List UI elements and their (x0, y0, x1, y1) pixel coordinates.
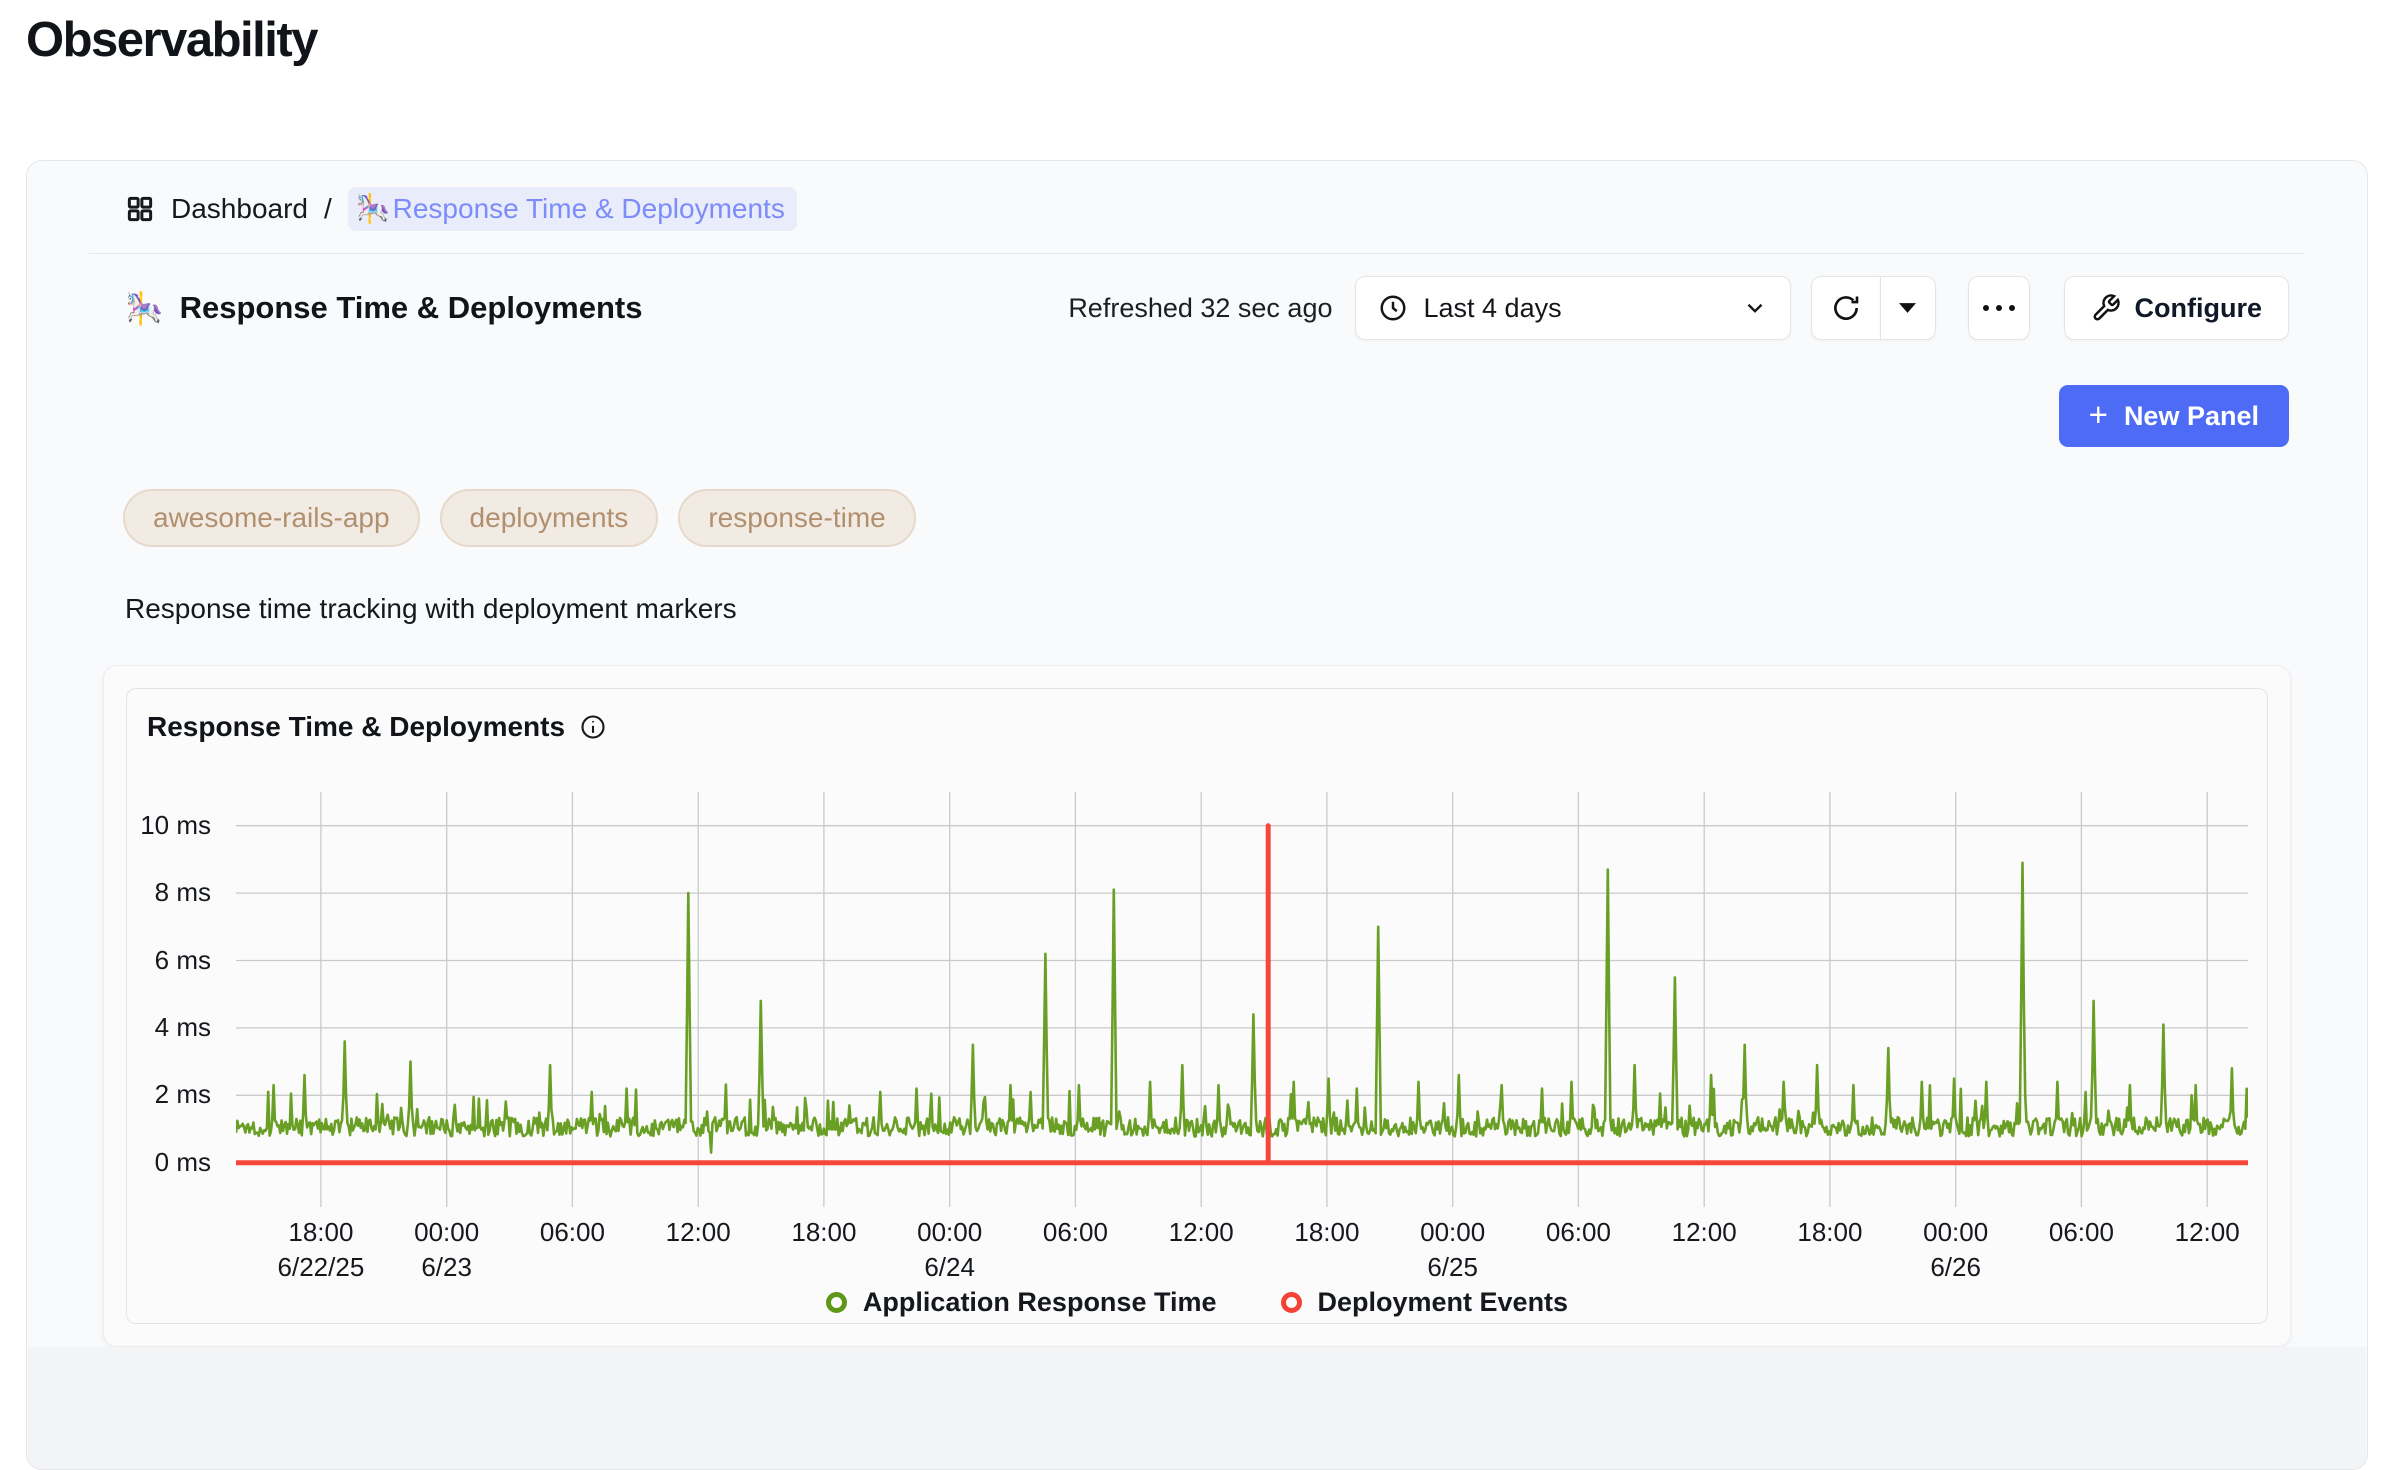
grid-icon (125, 194, 155, 224)
y-tick-label: 10 ms (140, 809, 211, 840)
y-tick-label: 2 ms (154, 1079, 211, 1110)
new-panel-button[interactable]: + New Panel (2058, 385, 2289, 447)
x-tick-time-label: 18:00 (1797, 1217, 1863, 1247)
response-time-line (234, 861, 2250, 1154)
legend-item[interactable]: Application Response Time (825, 1287, 1217, 1318)
x-tick-date-label: 6/23 (421, 1252, 472, 1282)
tag-pill[interactable]: deployments (439, 489, 659, 547)
legend-ring-icon (1280, 1292, 1302, 1313)
legend-item[interactable]: Deployment Events (1280, 1287, 1569, 1318)
breadcrumb-current-label: Response Time & Deployments (392, 192, 785, 224)
dashboard-panel-card: Dashboard / 🎠 Response Time & Deployment… (26, 160, 2368, 1470)
legend-label: Application Response Time (862, 1287, 1217, 1317)
refreshed-status: Refreshed 32 sec ago (1068, 292, 1333, 323)
clock-icon (1378, 293, 1408, 323)
more-actions-button[interactable] (1967, 276, 2030, 340)
refresh-split-button (1810, 276, 1936, 340)
x-tick-time-label: 18:00 (791, 1217, 857, 1247)
time-range-value: Last 4 days (1423, 292, 1562, 323)
panel-header-row: 🎠 Response Time & Deployments Refreshed … (125, 275, 2289, 341)
breadcrumb: Dashboard / 🎠 Response Time & Deployment… (125, 187, 797, 231)
ellipsis-icon (1982, 305, 1989, 311)
refresh-options-button[interactable] (1879, 276, 1936, 340)
legend-ring-icon (825, 1292, 847, 1313)
chevron-down-icon (1742, 295, 1768, 321)
chart-card: Response Time & Deployments 0 ms 2 ms 4 ms… (126, 688, 2268, 1324)
tag-list: awesome-rails-app deployments response-tim… (123, 489, 916, 547)
x-tick-time-label: 00:00 (1923, 1217, 1989, 1247)
panel-header-controls: Refreshed 32 sec ago Last 4 days (1068, 276, 2289, 340)
tools-icon (2091, 293, 2121, 323)
x-tick-time-label: 00:00 (1420, 1217, 1486, 1247)
chart-panel-container: Response Time & Deployments 0 ms 2 ms 4 ms… (103, 665, 2291, 1347)
x-tick-time-label: 12:00 (665, 1217, 731, 1247)
x-tick-date-label: 6/24 (924, 1252, 975, 1282)
breadcrumb-divider (89, 253, 2305, 254)
response-chart (234, 792, 2250, 1207)
y-tick-label: 0 ms (154, 1146, 211, 1177)
chart-plot (234, 792, 2250, 1212)
panel-board-background (28, 1347, 2366, 1469)
panel-title-text: Response Time & Deployments (179, 290, 643, 325)
chart-title-row: Response Time & Deployments (147, 711, 607, 743)
time-range-select[interactable]: Last 4 days (1354, 276, 1791, 340)
chart-legend: Application Response Time Deployment Even… (127, 1287, 2267, 1318)
x-tick-time-label: 18:00 (288, 1217, 354, 1247)
x-tick-date-label: 6/26 (1930, 1252, 1981, 1282)
x-tick-date-label: 6/22/25 (277, 1252, 365, 1282)
legend-label: Deployment Events (1317, 1287, 1569, 1317)
new-panel-label: New Panel (2123, 400, 2259, 431)
breadcrumb-separator: / (323, 193, 332, 224)
caret-down-icon (1899, 303, 1916, 313)
x-tick-time-label: 12:00 (1671, 1217, 1737, 1247)
y-tick-label: 8 ms (154, 877, 211, 908)
configure-label: Configure (2134, 292, 2263, 323)
tag-pill[interactable]: response-time (678, 489, 916, 547)
panel-description: Response time tracking with deployment m… (125, 593, 737, 624)
chart-title: Response Time & Deployments (147, 711, 566, 742)
panel-title: 🎠 Response Time & Deployments (125, 290, 642, 327)
x-tick-time-label: 06:00 (1545, 1217, 1611, 1247)
refresh-icon (1831, 293, 1861, 323)
configure-button[interactable]: Configure (2063, 276, 2289, 340)
x-tick-date-label: 6/25 (1427, 1252, 1478, 1282)
x-tick-time-label: 12:00 (2174, 1217, 2240, 1247)
x-tick-time-label: 06:00 (1042, 1217, 1108, 1247)
page-title: Observability (26, 13, 318, 67)
refresh-button[interactable] (1810, 276, 1881, 340)
x-tick-time-label: 06:00 (2048, 1217, 2114, 1247)
x-tick-time-label: 12:00 (1168, 1217, 1234, 1247)
y-tick-label: 6 ms (154, 944, 211, 975)
breadcrumb-dashboard-link[interactable]: Dashboard (171, 193, 308, 224)
breadcrumb-current-chip[interactable]: 🎠 Response Time & Deployments (347, 187, 797, 231)
x-tick-time-label: 18:00 (1294, 1217, 1360, 1247)
y-tick-label: 4 ms (154, 1011, 211, 1042)
x-tick-time-label: 06:00 (539, 1217, 605, 1247)
x-tick-time-label: 00:00 (917, 1217, 983, 1247)
plus-icon: + (2088, 396, 2108, 433)
x-tick-time-label: 00:00 (414, 1217, 480, 1247)
new-panel-row: + New Panel (2058, 385, 2289, 447)
carousel-horse-emoji: 🎠 (355, 193, 391, 224)
carousel-horse-emoji: 🎠 (125, 290, 164, 326)
tag-pill[interactable]: awesome-rails-app (123, 489, 420, 547)
info-icon[interactable] (579, 713, 607, 741)
